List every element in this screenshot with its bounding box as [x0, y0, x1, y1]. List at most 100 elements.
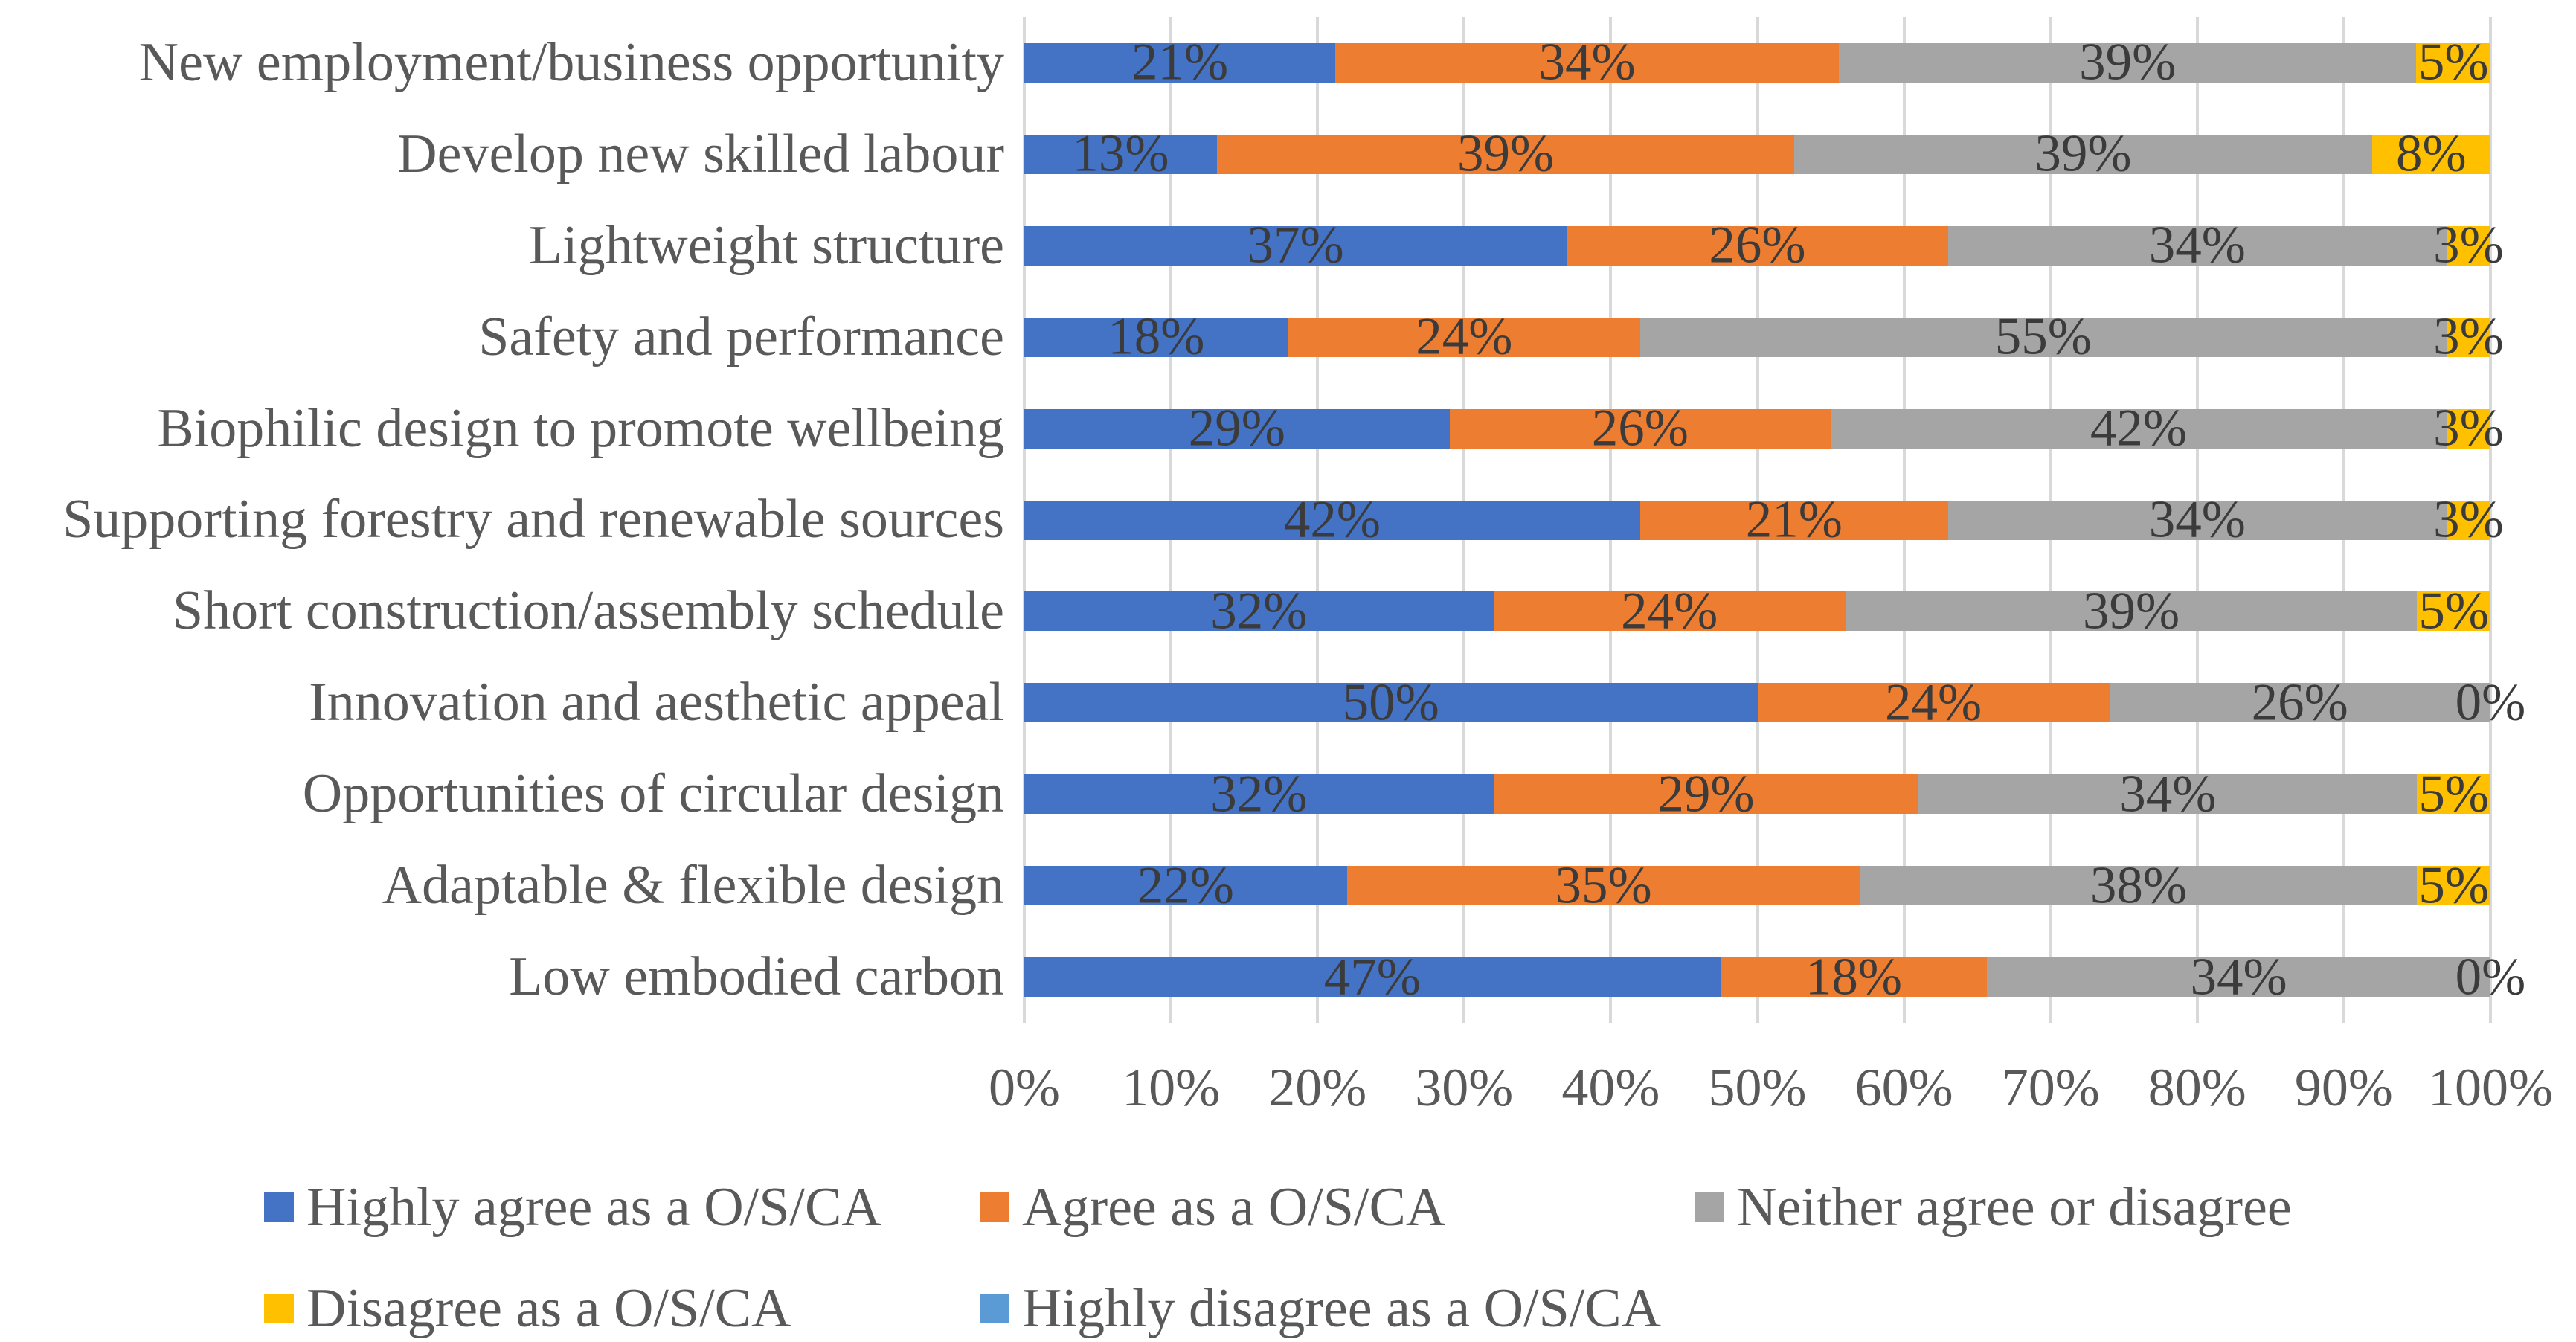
bar-value-label: 32%	[1210, 582, 1308, 640]
bar-segment-agree: 24%	[1757, 676, 2110, 729]
x-axis-tick-label: 90%	[2294, 1058, 2393, 1117]
legend-item-highly-agree: Highly agree as a O/S/CA	[264, 1180, 881, 1235]
bar-segment-neither: 39%	[1794, 127, 2372, 180]
bar-value-label: 8%	[2396, 124, 2467, 183]
bar-value-label: 26%	[2251, 673, 2348, 732]
bar-value-label: 29%	[1657, 765, 1755, 824]
bar-value-label: 18%	[1805, 948, 1902, 1006]
bar-value-label: 24%	[1416, 307, 1513, 366]
category-label: Short construction/assembly schedule	[172, 580, 1004, 642]
bar-segment-highly-agree: 47%	[1024, 951, 1721, 1004]
bar-value-label: 5%	[2418, 33, 2489, 92]
bar-segment-highly-agree: 29%	[1024, 402, 1450, 455]
bar-value-label: 3%	[2433, 399, 2504, 458]
bar-value-label: 32%	[1210, 765, 1308, 824]
bar-value-label: 21%	[1745, 490, 1843, 549]
category-label: Innovation and aesthetic appeal	[309, 672, 1004, 733]
bar-row: 42% 21% 34% 3%	[1024, 493, 2504, 546]
bar-row: 37% 26% 34% 3%	[1024, 219, 2504, 272]
category-label: Biophilic design to promote wellbeing	[157, 397, 1004, 459]
bar-value-label: 34%	[1538, 33, 1636, 92]
bar-value-label: 22%	[1137, 856, 1234, 915]
bar-row: 22% 35% 38% 5%	[1024, 859, 2490, 912]
legend-swatch-highly-disagree	[980, 1294, 1009, 1323]
bar-row: 47% 18% 34% 0%	[1024, 951, 2525, 1004]
bar-segment-neither: 34%	[1918, 768, 2418, 821]
legend-item-highly-disagree: Highly disagree as a O/S/CA	[980, 1281, 1661, 1336]
bar-segment-disagree: 5%	[2417, 859, 2490, 912]
bar-segment-agree: 39%	[1216, 127, 1795, 180]
bar-segment-neither: 42%	[1831, 402, 2447, 455]
bar-value-label: 34%	[2148, 216, 2246, 274]
bar-value-label: 24%	[1884, 673, 1982, 732]
bar-row: 18% 24% 55% 3%	[1024, 310, 2504, 363]
x-axis-tick-label: 20%	[1268, 1058, 1367, 1117]
bar-value-label: 18%	[1108, 307, 1205, 366]
legend-label: Highly agree as a O/S/CA	[306, 1177, 881, 1238]
bar-value-label: 39%	[2034, 124, 2132, 183]
bar-row: 21% 34% 39% 5%	[1024, 36, 2490, 89]
bar-segment-highly-agree: 32%	[1024, 768, 1494, 821]
bar-value-label: 0%	[2455, 673, 2526, 732]
bar-value-label: 42%	[2090, 399, 2188, 458]
bar-value-label: 35%	[1555, 856, 1652, 915]
bar-value-label: 39%	[2079, 33, 2177, 92]
x-axis-tick-label: 50%	[1708, 1058, 1807, 1117]
legend-swatch-highly-agree	[264, 1192, 294, 1222]
bar-segment-disagree: 3%	[2433, 402, 2504, 455]
legend-item-agree: Agree as a O/S/CA	[980, 1180, 1445, 1235]
x-axis-tick-label: 100%	[2428, 1058, 2553, 1117]
bar-segment-neither: 34%	[1947, 219, 2447, 272]
legend-item-neither: Neither agree or disagree	[1695, 1180, 2292, 1235]
bar-segment-neither: 34%	[1987, 951, 2490, 1004]
bar-row: 50% 24% 26% 0%	[1024, 676, 2525, 729]
x-axis-tick-label: 80%	[2148, 1058, 2246, 1117]
bar-segment-neither: 39%	[1845, 585, 2418, 638]
bar-segment-disagree: 3%	[2433, 310, 2504, 363]
bar-segment-agree: 24%	[1493, 585, 1846, 638]
x-axis-tick-label: 60%	[1854, 1058, 1953, 1117]
bar-row: 29% 26% 42% 3%	[1024, 402, 2504, 455]
bar-segment-agree: 34%	[1335, 36, 1839, 89]
bar-value-label: 29%	[1188, 399, 1285, 458]
bar-value-label: 26%	[1709, 216, 1806, 274]
bar-value-label: 55%	[1994, 307, 2092, 366]
legend-swatch-neither	[1695, 1192, 1724, 1222]
bar-value-label: 21%	[1131, 33, 1229, 92]
x-axis-tick-label: 10%	[1122, 1058, 1221, 1117]
bar-segment-highly-agree: 37%	[1024, 219, 1567, 272]
legend-swatch-agree	[980, 1192, 1009, 1222]
bar-value-label: 3%	[2433, 490, 2504, 549]
bar-row: 13% 39% 39% 8%	[1024, 127, 2490, 180]
bar-value-label: 42%	[1283, 490, 1381, 549]
bar-segment-disagree: 3%	[2433, 493, 2504, 546]
bar-segment-agree: 29%	[1493, 768, 1919, 821]
bar-segment-disagree: 3%	[2433, 219, 2504, 272]
bar-segment-highly-agree: 13%	[1024, 127, 1217, 180]
bar-segment-neither: 26%	[2109, 676, 2490, 729]
bar-row: 32% 29% 34% 5%	[1024, 768, 2490, 821]
legend-label: Highly disagree as a O/S/CA	[1022, 1278, 1662, 1339]
bar-segment-neither: 55%	[1639, 310, 2447, 363]
bar-value-label: 13%	[1072, 124, 1169, 183]
legend-item-disagree: Disagree as a O/S/CA	[264, 1281, 791, 1336]
bar-segment-agree: 18%	[1720, 951, 1988, 1004]
x-axis-tick-label: 0%	[989, 1058, 1060, 1117]
bar-value-label: 38%	[2090, 856, 2188, 915]
bar-value-label: 34%	[2148, 490, 2246, 549]
x-axis-tick-label: 40%	[1561, 1058, 1660, 1117]
bar-segment-agree: 35%	[1346, 859, 1860, 912]
legend-label: Agree as a O/S/CA	[1022, 1177, 1446, 1238]
category-label: Supporting forestry and renewable source…	[62, 489, 1004, 550]
bar-segment-agree: 21%	[1639, 493, 1948, 546]
category-label: Safety and performance	[478, 306, 1004, 367]
bar-segment-neither: 38%	[1860, 859, 2418, 912]
bar-segment-agree: 24%	[1288, 310, 1640, 363]
bar-value-label: 26%	[1591, 399, 1689, 458]
bar-segment-highly-agree: 18%	[1024, 310, 1288, 363]
bar-segment-highly-agree: 21%	[1024, 36, 1336, 89]
bar-segment-disagree: 5%	[2417, 768, 2490, 821]
category-label: Opportunities of circular design	[302, 763, 1004, 825]
category-label: Adaptable & flexible design	[382, 855, 1004, 916]
